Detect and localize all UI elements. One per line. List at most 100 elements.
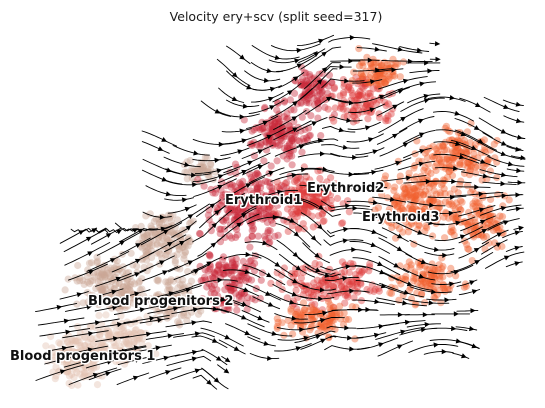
cell-point [273,134,281,142]
cell-point [165,230,173,239]
cell-point [254,232,262,240]
velocity-arrowhead [191,356,198,362]
cell-point [280,144,288,152]
cell-point [216,225,224,233]
cell-point [171,257,179,265]
cell-point [83,353,91,361]
velocity-arrowhead [507,161,514,167]
cell-point [232,208,240,216]
cell-point [222,261,230,269]
cell-point [178,243,186,252]
cell-point [462,148,470,156]
cell-point [68,381,76,389]
velocity-streamline [459,97,491,113]
label-blood-progenitors-2: Blood progenitors 2 [88,294,233,309]
cell-point [79,277,87,285]
cell-point [85,280,94,288]
velocity-arrowhead [515,192,521,198]
cell-point [93,334,101,342]
cell-point [181,238,190,246]
cell-point [331,104,339,112]
cell-point [253,183,261,191]
cell-point [131,338,139,346]
cell-point [170,295,178,303]
cell-point [180,297,188,305]
velocity-streamline [192,157,231,162]
cell-point [120,289,128,297]
cell-point [375,114,384,122]
cell-point [107,331,115,339]
cell-point [216,230,224,238]
cell-point [320,291,328,299]
cell-point [349,278,357,286]
cell-point [207,282,215,290]
cell-point [264,229,272,237]
velocity-arrowhead [237,149,243,155]
cell-point [72,337,80,345]
cell-point [271,232,279,240]
cell-point [260,205,268,213]
cell-point [237,199,245,208]
cell-point [359,73,367,81]
cell-point [255,180,263,188]
cell-point [206,251,214,259]
velocity-streamline [424,251,455,256]
cell-point [108,266,116,274]
cell-point [139,335,147,343]
cell-point [142,247,150,255]
cell-point [200,163,208,172]
cell-point [273,315,281,323]
cell-point [155,295,163,304]
cell-point [195,163,203,171]
cell-point [238,268,246,276]
velocity-arrowhead [274,54,281,60]
cell-point [224,283,232,291]
cell-point [303,136,311,144]
cell-point [180,255,188,263]
cell-point [124,352,132,360]
cell-point [131,329,139,337]
cell-point [69,340,77,348]
cell-point [465,245,473,254]
cell-point [102,353,110,362]
cell-point [143,231,151,240]
cell-point [162,311,170,319]
velocity-arrowhead [339,64,345,70]
cell-point [151,230,159,238]
velocity-arrowhead [397,312,404,318]
cell-point [273,157,281,165]
cell-point [143,250,151,258]
cell-point [228,259,237,267]
cell-point [227,283,235,291]
cell-point [234,211,242,219]
cell-point [99,271,107,279]
cell-point [106,332,114,340]
cell-point [83,288,91,297]
cell-point [261,232,269,240]
cell-point [142,248,150,256]
cell-point [244,263,253,271]
cell-point [153,239,161,248]
cell-point [194,175,202,184]
cell-point [239,177,247,185]
cell-point [207,160,215,168]
velocity-arrowhead [454,110,461,116]
cell-point [238,295,246,303]
cell-point [288,135,296,143]
cell-point [173,293,182,301]
velocity-arrowhead [352,205,358,211]
cell-point [129,261,137,269]
cell-point [120,289,128,297]
cell-point [314,114,322,122]
cell-point [187,167,195,176]
cell-point [264,226,272,234]
cell-point [307,323,315,331]
velocity-streamline [506,207,524,212]
velocity-streamline [241,310,270,323]
cell-point [241,197,249,205]
cell-point [184,242,192,250]
cell-point [232,233,240,242]
cell-point [143,256,151,264]
velocity-streamline [432,327,468,331]
cell-point [104,346,112,355]
